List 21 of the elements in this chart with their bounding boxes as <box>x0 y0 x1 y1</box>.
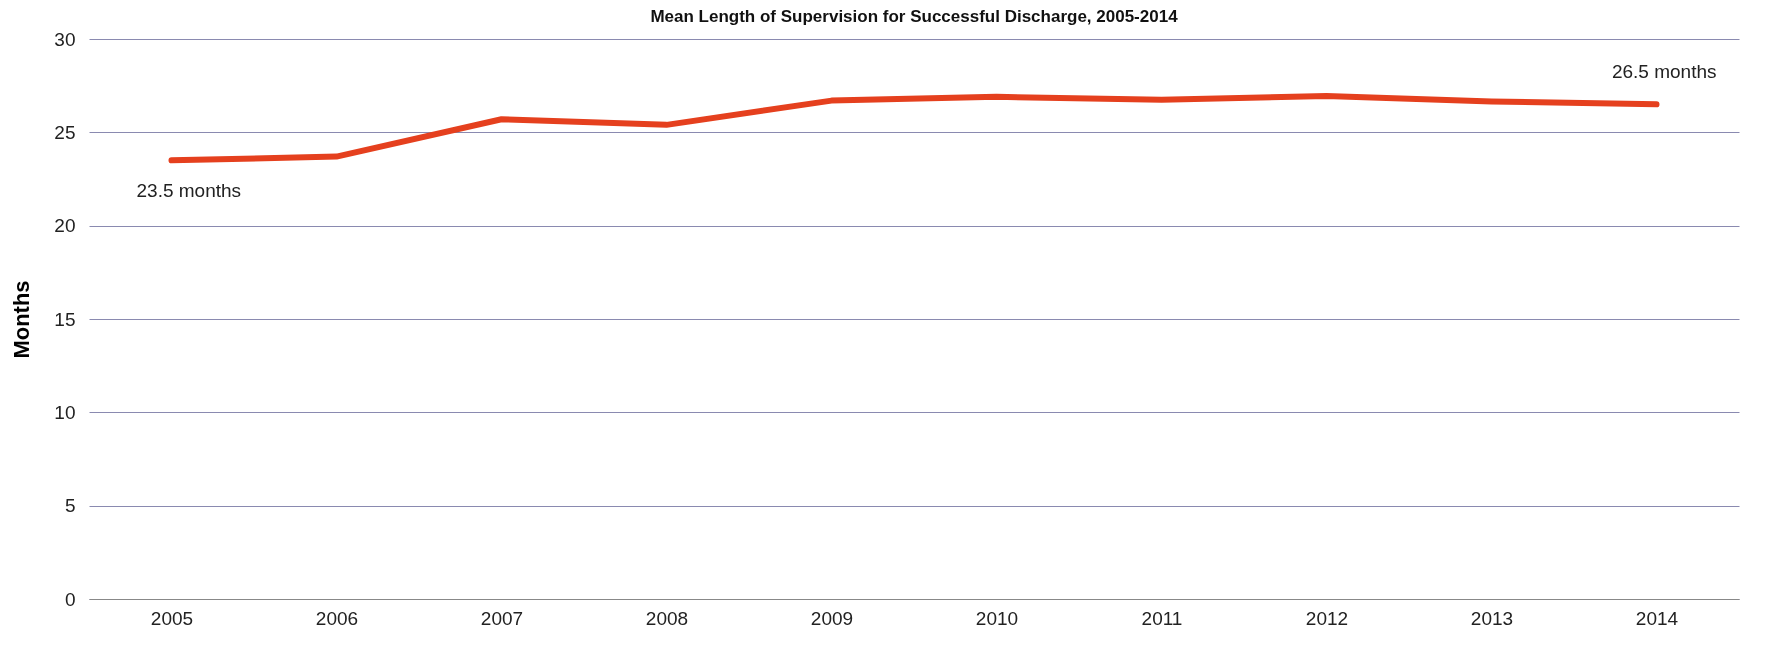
annotation: 26.5 months <box>1611 61 1717 83</box>
x-tick-label: 2014 <box>1635 607 1679 629</box>
y-axis-title: Months <box>9 280 35 359</box>
annotation: 23.5 months <box>136 180 242 202</box>
y-tick-label: 30 <box>54 28 76 50</box>
y-tick-label: 20 <box>54 215 76 237</box>
x-tick-label: 2010 <box>975 607 1019 629</box>
chart-title: Mean Length of Supervision for Successful Discharge, 2005-2014 <box>650 7 1179 26</box>
x-tick-label: 2007 <box>480 607 524 629</box>
x-tick-label: 2009 <box>810 607 854 629</box>
y-tick-label: 0 <box>64 588 76 610</box>
x-tick-label: 2008 <box>645 607 689 629</box>
x-tick-label: 2013 <box>1470 607 1514 629</box>
y-tick-label: 25 <box>54 121 76 143</box>
y-tick-label: 10 <box>54 401 76 423</box>
x-tick-label: 2011 <box>1141 607 1183 629</box>
y-tick-label: 15 <box>54 308 76 330</box>
x-tick-label: 2005 <box>150 607 194 629</box>
y-tick-label: 5 <box>64 495 76 517</box>
x-tick-label: 2012 <box>1305 607 1349 629</box>
x-tick-label: 2006 <box>315 607 359 629</box>
